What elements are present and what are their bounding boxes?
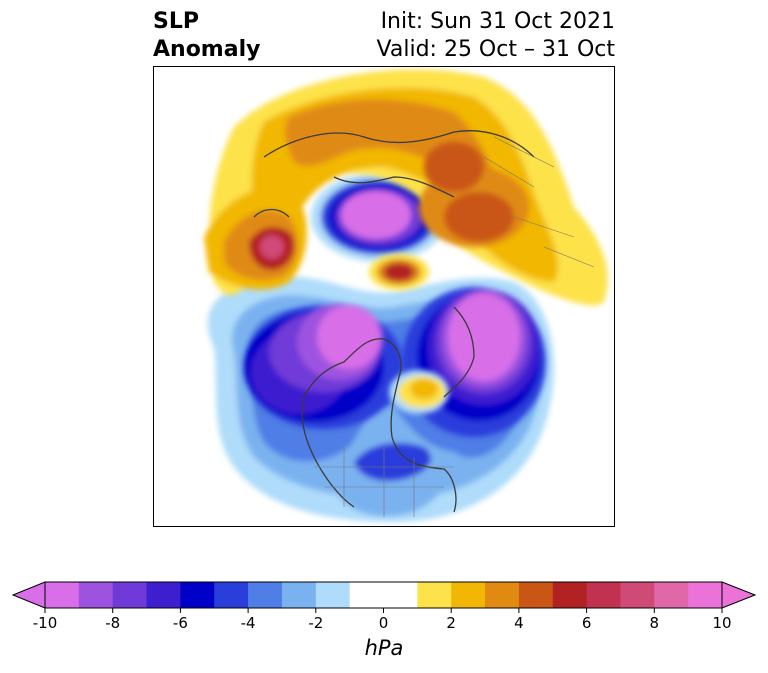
init-date: Init: Sun 31 Oct 2021 (380, 9, 615, 34)
coastlines (253, 130, 535, 513)
colorbar-tick-label: 0 (378, 614, 389, 632)
atlantic-low (402, 287, 546, 437)
arctic-low (311, 172, 447, 262)
colorbar-segment (78, 582, 114, 608)
colorbar-tick-label: -10 (32, 614, 58, 632)
siberia-high (419, 142, 529, 247)
colorbar-segment (383, 582, 418, 608)
chart-title: SLP Anomaly (153, 8, 260, 64)
colorbar-segment (688, 582, 723, 608)
colorbar-segment (180, 582, 215, 608)
slp-anomaly-map (153, 66, 615, 527)
colorbar-segment (248, 582, 283, 608)
colorbar-ticks (44, 608, 723, 613)
colorbar-segment (451, 582, 486, 608)
colorbar-segment (620, 582, 655, 608)
colorbar-extend-low (11, 581, 46, 609)
colorbar-segment (214, 582, 249, 608)
colorbar-units: hPa (364, 636, 404, 660)
small-arctic-high (369, 254, 429, 290)
colorbar-tick-label: 8 (649, 614, 660, 632)
colorbar (11, 581, 757, 613)
colorbar-segments (45, 582, 723, 608)
colorbar-segment (281, 582, 317, 608)
colorbar-segment (552, 582, 588, 608)
colorbar-tick-label: -2 (308, 614, 324, 632)
colorbar-tick-label: 6 (581, 614, 592, 632)
colorbar-tick-label: 4 (514, 614, 524, 632)
title-type: Anomaly (153, 37, 261, 62)
colorbar-tick-label: -4 (240, 614, 256, 632)
colorbar-segment (146, 582, 181, 608)
valid-range: Valid: 25 Oct – 31 Oct (376, 37, 615, 62)
colorbar-tick-label: -8 (105, 614, 121, 632)
colorbar-segment (45, 582, 80, 608)
colorbar-segment (417, 582, 452, 608)
colorbar-extend-high (721, 581, 757, 609)
colorbar-tick-label: 10 (712, 614, 732, 632)
colorbar-tick-label: 2 (446, 614, 456, 632)
chart-subtitle: Init: Sun 31 Oct 2021 Valid: 25 Oct – 31… (377, 8, 615, 64)
colorbar-segment (485, 582, 520, 608)
aleutian-low (244, 304, 404, 429)
map-canvas (154, 67, 614, 526)
hudson-high (389, 370, 449, 414)
colorbar-segment (518, 582, 554, 608)
colorbar-segment (112, 582, 148, 608)
colorbar-tick-label: -6 (172, 614, 188, 632)
title-variable: SLP (153, 9, 199, 34)
colorbar-segment (586, 582, 621, 608)
colorbar-segment (349, 582, 384, 608)
political-borders (314, 136, 595, 517)
colorbar-segment (315, 582, 351, 608)
colorbar-segment (654, 582, 689, 608)
